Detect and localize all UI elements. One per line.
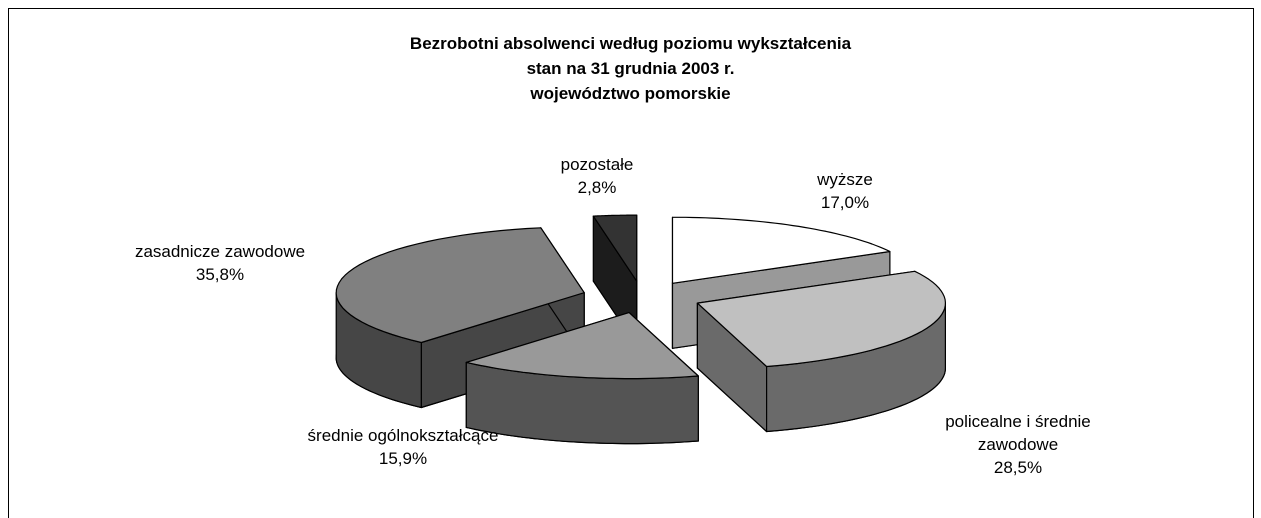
slice-top [696, 270, 946, 368]
slice-value: 28,5% [993, 458, 1043, 477]
slice-value: 17,0% [820, 193, 870, 212]
slice-name: zasadnicze zawodowe [134, 242, 306, 261]
chart-frame [8, 8, 1254, 518]
slice-top [592, 214, 638, 282]
slice-label: zasadnicze zawodowe 35,8% [135, 240, 305, 286]
slice-value: 15,9% [378, 449, 428, 468]
chart-title: stan na 31 grudnia 2003 r. [526, 59, 735, 78]
slice-label: policealne i średnie zawodowe 28,5% [918, 410, 1118, 479]
chart-title: Bezrobotni absolwenci według poziomu wyk… [409, 34, 852, 53]
slice-name: wyższe [817, 170, 873, 189]
slice-label: średnie ogólnokształcące 15,9% [308, 424, 499, 470]
slice-name: policealne i średnie zawodowe [945, 412, 1091, 454]
slice-label: pozostałe 2,8% [561, 153, 634, 199]
slice-value: 35,8% [195, 265, 245, 284]
slice-name: pozostałe [560, 155, 634, 174]
slice-label: wyższe 17,0% [817, 168, 873, 214]
slice-top [335, 227, 585, 344]
slice-top [465, 312, 699, 380]
chart-title: województwo pomorskie [530, 84, 731, 103]
slice-name: średnie ogólnokształcące [307, 426, 499, 445]
slice-value: 2,8% [577, 178, 617, 197]
slice-top [671, 216, 891, 284]
